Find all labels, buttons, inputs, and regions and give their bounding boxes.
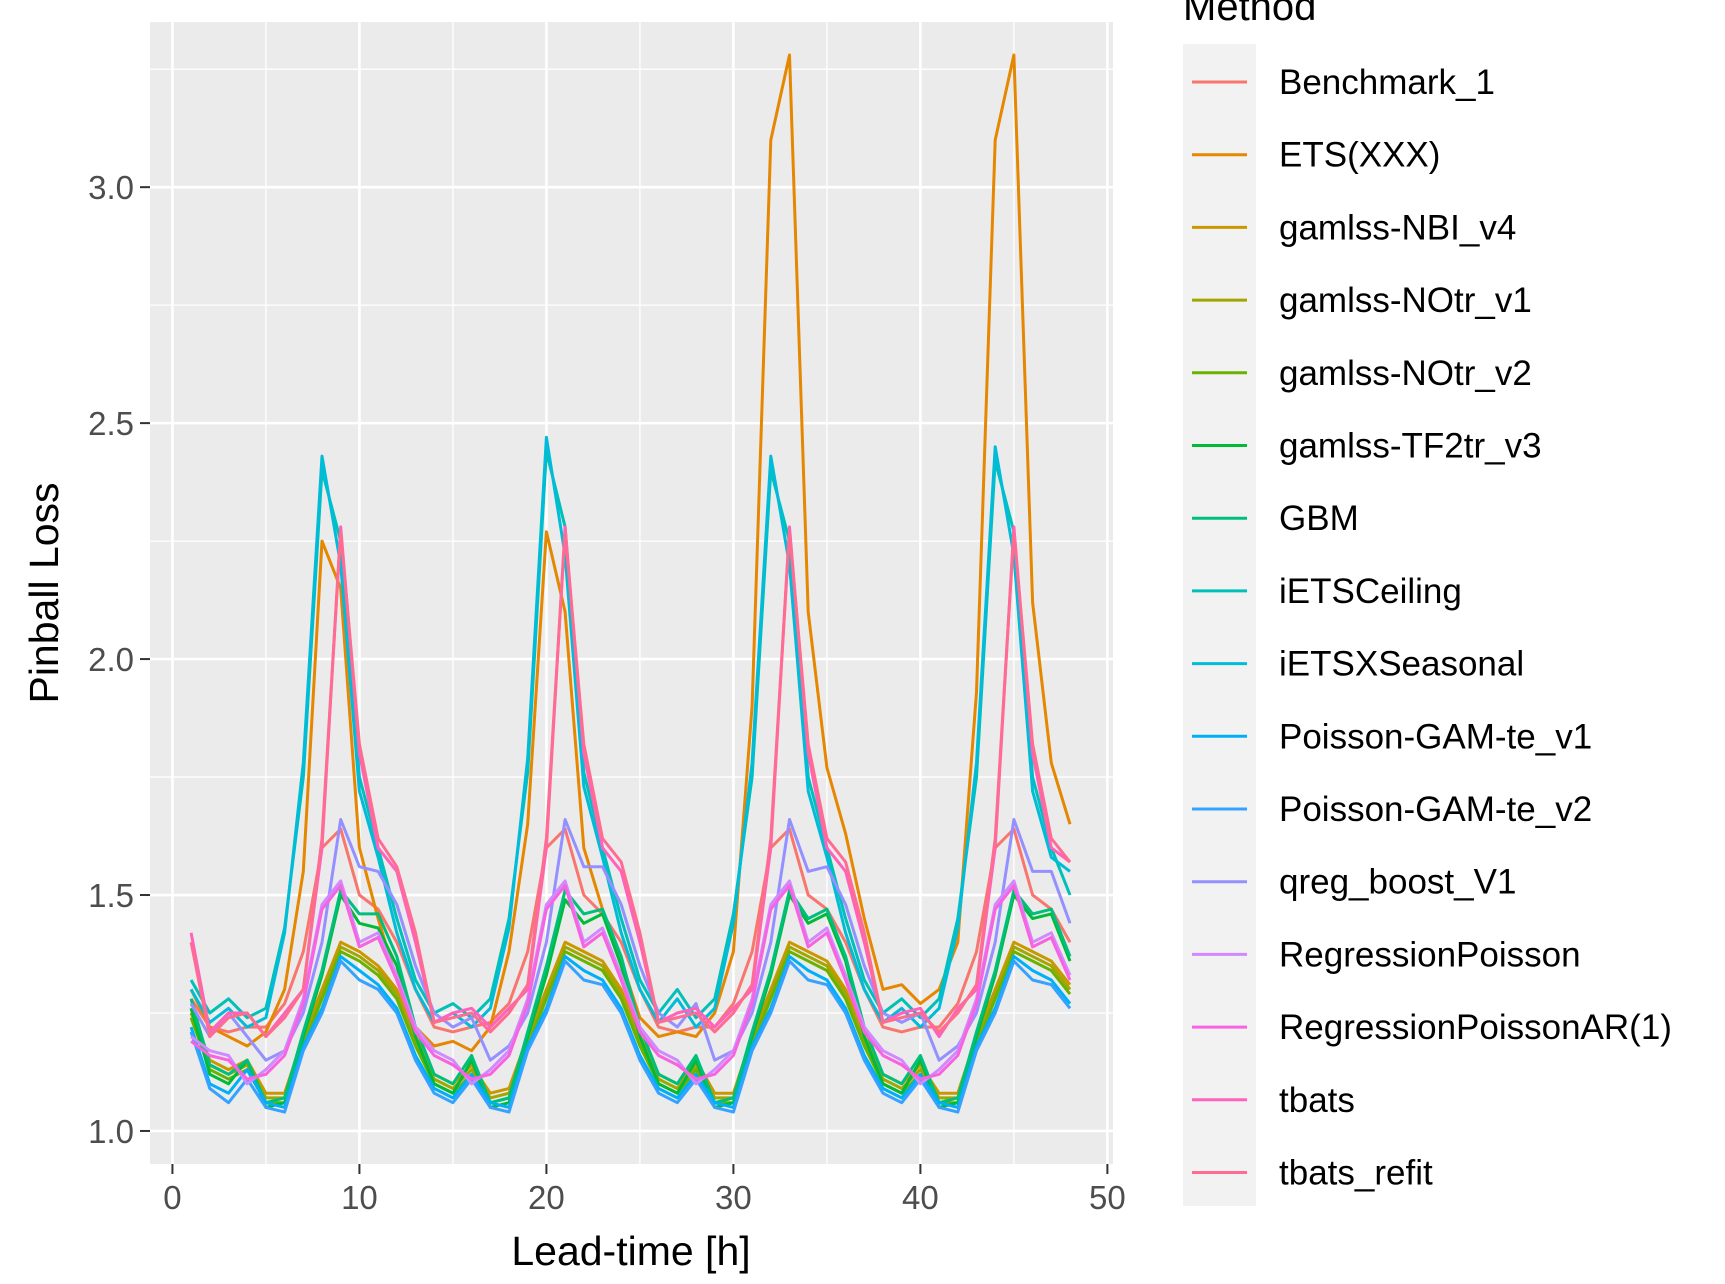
y-tick-label: 1.0 [88,1113,134,1150]
series-line-qreg-boost-v1 [189,818,1072,1062]
legend-label: GBM [1279,499,1359,538]
series-line-gamlss-notr-v1 [189,945,1072,1100]
x-tick-label: 40 [902,1179,939,1216]
series-line-regressionpoisson [190,879,1072,1086]
y-tick-label: 2.5 [88,405,134,442]
x-tick-label: 0 [163,1179,181,1216]
x-tick-label: 50 [1089,1179,1126,1216]
legend-label: tbats [1279,1081,1355,1120]
legend-label: gamlss-TF2tr_v3 [1279,427,1542,466]
x-axis-title: Lead-time [h] [511,1228,750,1274]
legend-label: RegressionPoissonAR(1) [1279,1008,1672,1047]
x-tick-label: 10 [341,1179,378,1216]
legend-label: iETSXSeasonal [1279,645,1524,684]
legend-label: Poisson-GAM-te_v2 [1279,790,1592,829]
series-line-tbats-refit [189,530,1072,1039]
legend-label: Benchmark_1 [1279,63,1495,102]
legend-label: gamlss-NOtr_v2 [1279,354,1532,393]
series-lines [189,53,1072,1114]
y-tick-label: 3.0 [88,169,134,206]
series-line-poisson-gam-te-v2 [189,959,1072,1114]
legend-title: Method [1183,0,1316,29]
y-axis: 1.0 1.5 2.0 2.5 3.0 [88,169,150,1150]
y-tick-label: 1.5 [88,877,134,914]
legend-key-background [1183,44,1256,1206]
y-tick-label: 2.0 [88,641,134,678]
legend-label: Poisson-GAM-te_v1 [1279,717,1592,756]
legend-label: iETSCeiling [1279,572,1462,611]
y-axis-title: Pinball Loss [21,482,67,703]
legend: Method Benchmark_1 ETS(XXX) gamlss-NBI_v4g… [1183,0,1672,1206]
legend-label: qreg_boost_V1 [1279,863,1516,902]
x-axis: 0 10 20 30 40 50 [163,1164,1126,1216]
legend-label: tbats_refit [1279,1154,1433,1193]
legend-label: ETS(XXX) [1279,136,1440,175]
x-tick-label: 30 [715,1179,752,1216]
major-gridlines [150,22,1113,1164]
legend-label: gamlss-NOtr_v1 [1279,281,1532,320]
series-line-gbm [189,888,1072,1105]
series-line-regressionpoissonar-1 [190,884,1072,1081]
x-tick-label: 20 [528,1179,565,1216]
legend-label: gamlss-NBI_v4 [1279,208,1516,247]
legend-label: RegressionPoisson [1279,935,1581,974]
minor-gridlines [150,22,1113,1164]
